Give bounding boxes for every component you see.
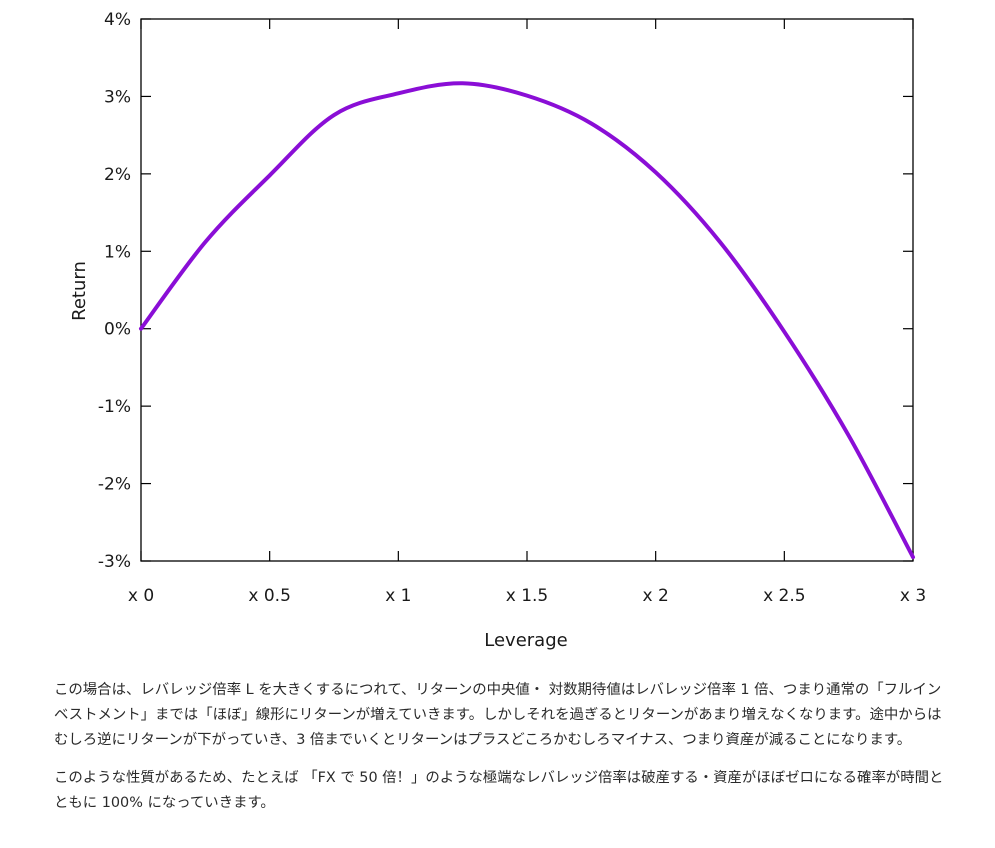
x-axis-title: Leverage (484, 630, 567, 651)
x-tick-labels: x 0 x 0.5 x 1 x 1.5 x 2 x 2.5 x 3 (128, 586, 926, 606)
y-axis-title: Return (69, 261, 90, 321)
x-tick-label: x 1.5 (506, 586, 549, 606)
y-tick-label: 2% (104, 165, 131, 185)
y-tick-label: -2% (98, 475, 131, 495)
y-tick-label: 4% (104, 10, 131, 30)
x-tick-label: x 2 (643, 586, 669, 606)
y-tick-labels: 4% 3% 2% 1% 0% -1% -2% -3% (98, 10, 131, 572)
article-paragraph: このような性質があるため、たとえば 「FX で 50 倍！」のような極端なレバレ… (54, 770, 944, 811)
y-tick-label: -3% (98, 552, 131, 572)
article-paragraph: この場合は、レバレッジ倍率 L を大きくするにつれて、リターンの中央値・ 対数期… (54, 682, 942, 748)
x-tick-label: x 0.5 (248, 586, 291, 606)
axis-ticks (140, 18, 914, 562)
plot-frame (140, 18, 914, 562)
return-vs-leverage-chart: x 0 x 0.5 x 1 x 1.5 x 2 x 2.5 x 3 4% 3% 2% 1% 0% -1… (69, 10, 926, 651)
y-tick-label: 0% (104, 320, 131, 340)
article-body: この場合は、レバレッジ倍率 L を大きくするにつれて、リターンの中央値・ 対数期… (54, 678, 944, 829)
x-tick-label: x 3 (900, 586, 926, 606)
y-tick-label: -1% (98, 397, 131, 417)
x-tick-label: x 1 (385, 586, 411, 606)
x-tick-label: x 2.5 (763, 586, 806, 606)
x-tick-label: x 0 (128, 586, 154, 606)
y-tick-label: 3% (104, 87, 131, 107)
y-tick-label: 1% (104, 242, 131, 262)
return-curve-line (139, 81, 915, 560)
